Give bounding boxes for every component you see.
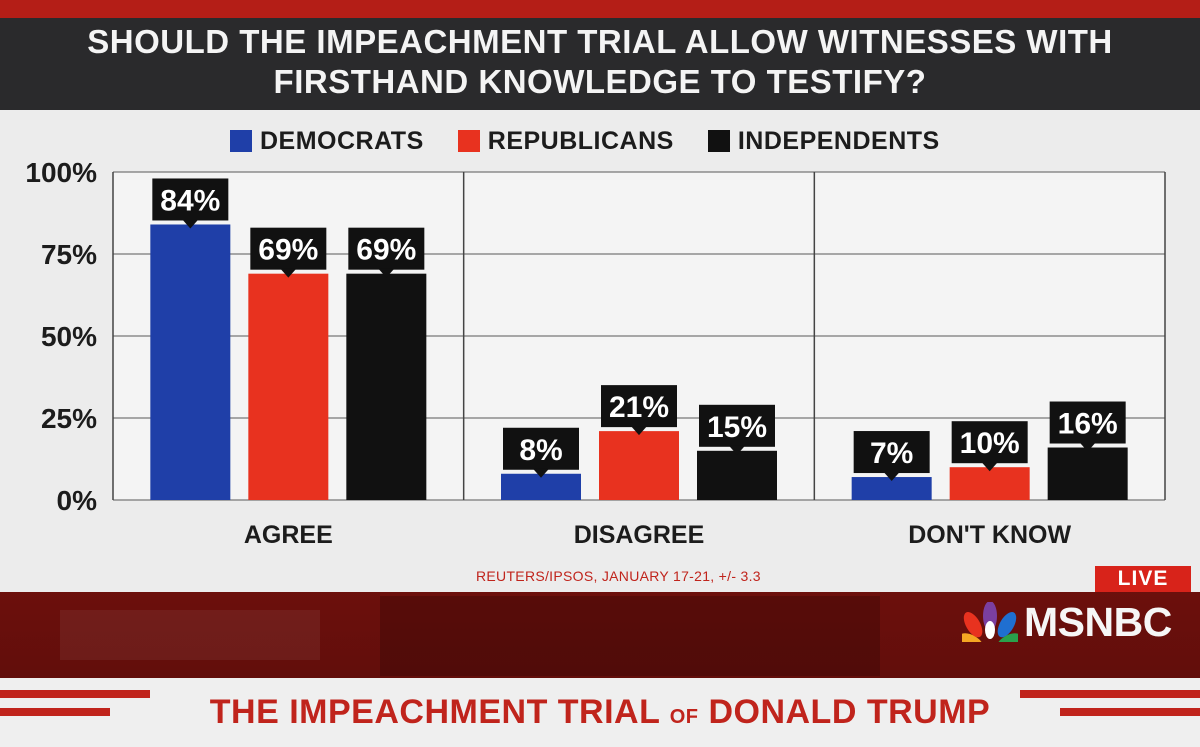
data-label-box: [699, 404, 775, 447]
data-label: 10%: [960, 427, 1020, 460]
y-tick-label: 25%: [41, 403, 97, 434]
data-label-box: [348, 227, 425, 270]
bar: [346, 273, 427, 500]
program-title-part3: DONALD TRUMP: [708, 693, 991, 731]
lower-third-stripe: [1020, 690, 1200, 698]
data-label-pointer: [182, 219, 199, 229]
legend-swatch-democrats: [230, 130, 252, 152]
data-label-box: [152, 178, 229, 221]
data-label-pointer: [631, 426, 647, 436]
data-label-pointer: [378, 268, 395, 278]
bar: [949, 467, 1030, 500]
legend-label-democrats: DEMOCRATS: [260, 126, 424, 155]
data-label-pointer: [883, 472, 900, 482]
chart-title: SHOULD THE IMPEACHMENT TRIAL ALLOW WITNE…: [87, 23, 1113, 100]
data-label: 16%: [1058, 408, 1118, 441]
data-label-box: [503, 427, 579, 470]
network-name: MSNBC: [1024, 598, 1172, 645]
program-title-of: OF: [669, 706, 699, 728]
title-band: [0, 18, 1200, 110]
bar: [1047, 447, 1128, 500]
bar: [697, 450, 777, 500]
source-note: REUTERS/IPSOS, JANUARY 17-21, +/- 3.3: [476, 568, 761, 584]
data-label-box: [853, 431, 930, 474]
bar: [599, 431, 679, 500]
program-title-part1: THE IMPEACHMENT TRIAL: [209, 693, 660, 731]
data-label: 7%: [870, 437, 913, 470]
lower-third-bar: [0, 678, 1200, 747]
legend-label-republicans: REPUBLICANS: [487, 126, 674, 155]
network-logo: MSNBC: [962, 598, 1172, 645]
bar: [851, 477, 932, 500]
data-label-box: [250, 227, 327, 270]
bar: [501, 473, 581, 500]
data-label-pointer: [533, 468, 549, 478]
data-label: 8%: [519, 434, 562, 467]
peacock-icon: [962, 602, 1018, 642]
y-tick-label: 0%: [57, 485, 98, 516]
x-category-label: DON'T KNOW: [908, 521, 1071, 549]
live-badge: LIVE: [1095, 566, 1191, 592]
legend-item-republicans: REPUBLICANS: [457, 126, 674, 156]
x-category-label: DISAGREE: [574, 521, 705, 549]
legend: DEMOCRATS REPUBLICANS INDEPENDENTS: [230, 124, 940, 158]
data-label: 84%: [160, 184, 220, 217]
legend-item-independents: INDEPENDENTS: [707, 126, 940, 156]
legend-item-democrats: DEMOCRATS: [230, 127, 424, 156]
bar: [248, 273, 329, 500]
data-label: 15%: [707, 411, 767, 444]
bar: [150, 224, 231, 501]
program-title: THE IMPEACHMENT TRIAL OF DONALD TRUMP: [0, 682, 1200, 742]
data-label-pointer: [729, 445, 745, 455]
legend-label-independents: INDEPENDENTS: [737, 126, 940, 155]
legend-swatch-independents: [707, 130, 730, 152]
data-label-pointer: [981, 462, 998, 472]
data-label: 69%: [258, 234, 318, 267]
data-label-box: [951, 421, 1028, 464]
x-category-label: AGREE: [244, 521, 333, 549]
data-label: 21%: [609, 391, 669, 424]
data-label-pointer: [280, 268, 297, 278]
data-label-box: [601, 385, 677, 428]
legend-swatch-republicans: [457, 130, 480, 152]
data-label-box: [1049, 401, 1126, 444]
data-label: 69%: [356, 234, 416, 267]
lower-third-stripe: [0, 690, 150, 698]
lower-third-stripe: [1060, 708, 1200, 716]
lower-third-stripe: [0, 708, 110, 716]
y-tick-label: 50%: [41, 321, 97, 352]
y-tick-label: 100%: [25, 157, 97, 188]
y-tick-label: 75%: [41, 239, 97, 270]
data-label-pointer: [1079, 442, 1096, 452]
